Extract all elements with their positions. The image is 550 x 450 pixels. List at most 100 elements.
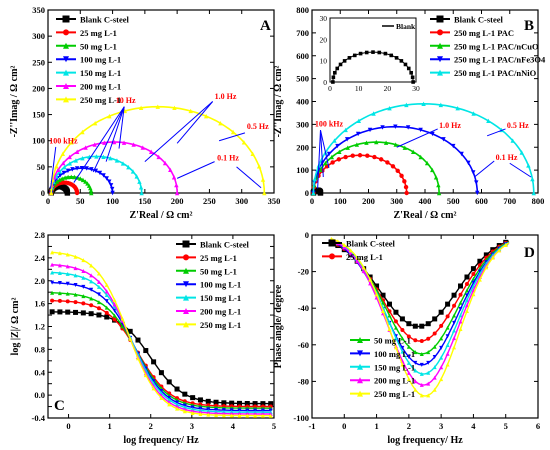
series-line [331, 239, 510, 375]
data-point [121, 140, 127, 145]
data-point [357, 153, 363, 158]
data-point [72, 174, 77, 180]
x-tick-label: 700 [503, 196, 516, 206]
x-tick-label: 0 [46, 196, 50, 206]
series-line [52, 281, 271, 412]
annotation-label: 10 Hz [116, 96, 136, 105]
inset-y-tick-label: 10 [320, 57, 328, 66]
legend-label: 25 mg L-1 [80, 28, 117, 38]
x-tick-label: -1 [308, 421, 315, 431]
data-point [466, 160, 471, 166]
data-point [97, 170, 103, 176]
inset-x-tick-label: 10 [355, 84, 363, 93]
data-point [385, 160, 390, 165]
legend-swatch-marker [183, 321, 189, 328]
data-point [364, 140, 369, 145]
legend-label: 50 mg L-1 [200, 266, 237, 276]
y-tick-label: -0.4 [32, 413, 46, 423]
data-point [311, 190, 316, 196]
data-point [155, 104, 160, 109]
y-tick-label: 400 [296, 97, 309, 107]
legend-label: 200 mg L-1 [80, 82, 121, 92]
y-tick-label: 2.8 [34, 230, 45, 240]
series-line [52, 264, 271, 415]
series-line [331, 238, 510, 397]
data-point [378, 157, 384, 162]
data-point [343, 154, 348, 160]
annotation-arrow [486, 128, 506, 137]
y-tick-label: 350 [32, 5, 45, 15]
inset-legend-label: Blank [396, 22, 416, 31]
data-point [371, 111, 376, 116]
legend-label: 200 mg L-1 [374, 376, 415, 386]
data-point [326, 151, 332, 157]
data-point [64, 190, 71, 196]
data-point [337, 149, 342, 155]
data-point [78, 176, 83, 181]
data-point [83, 179, 88, 184]
data-point [58, 173, 63, 178]
x-tick-label: 800 [532, 196, 545, 206]
legend-label: 150 mg L-1 [374, 362, 415, 372]
data-point [92, 121, 98, 126]
data-point [372, 154, 377, 160]
series-line [331, 239, 510, 386]
data-point [171, 175, 177, 180]
data-point [65, 168, 71, 174]
x-tick-label: 4 [231, 421, 236, 431]
legend-swatch-marker [182, 240, 190, 248]
data-point [402, 145, 408, 150]
annotation-arrow [317, 130, 321, 189]
data-point [421, 101, 426, 106]
annotation-arrow [236, 166, 262, 189]
data-point [70, 167, 75, 172]
legend-label: 250 mg L-1 PAC/nNiO [454, 68, 537, 78]
data-point [436, 182, 441, 188]
y-tick-label: 0 [305, 230, 309, 240]
data-point [459, 151, 464, 157]
annotation-arrow [118, 106, 125, 149]
data-point [268, 413, 273, 418]
y-tick-label: -80 [298, 376, 309, 386]
frequency-annotations: 100 kHz 10 Hz 1.0 Hz 0.5 Hz 0.1 Hz [49, 92, 269, 189]
data-point [354, 142, 360, 147]
annotation-label: 0.5 Hz [247, 122, 269, 131]
panel-a: 0 50 100 150 200 250 300 350 0 50 100 150 200 250 300 3… [9, 5, 280, 221]
legend-swatch-marker [437, 42, 443, 49]
legend-swatch-marker [62, 15, 70, 23]
legend-label: 250 mg L-1 [200, 320, 241, 330]
annotation-label: 0.5 Hz [507, 121, 529, 130]
x-tick-label: 1 [108, 421, 112, 431]
data-point [162, 160, 168, 166]
data-point [433, 175, 439, 180]
x-tick-label: 300 [235, 196, 248, 206]
legend-label: 250 mg L-1 [374, 389, 415, 399]
data-point [74, 190, 80, 196]
data-point [168, 167, 173, 173]
data-point [343, 127, 348, 133]
inset-plot: 0 10 20 30 0 10 20 30 Blank [320, 14, 421, 93]
x-tick-label: 250 [203, 196, 216, 206]
data-point [92, 142, 97, 147]
y-tick-label: 250 [32, 57, 45, 67]
annotation-label: 1.0 Hz [439, 121, 461, 130]
data-point [69, 140, 74, 145]
annotation-arrow [218, 132, 246, 142]
legend-swatch-marker [357, 337, 363, 343]
data-point [80, 129, 85, 135]
data-point [317, 190, 324, 196]
legend-swatch-marker [63, 42, 69, 49]
series-line [52, 251, 271, 417]
data-point [430, 167, 435, 173]
data-point [120, 161, 126, 166]
legend-swatch-marker [183, 294, 189, 301]
y-tick-label: 100 [296, 165, 309, 175]
legend-label: 250 mg L-1 PAC/nCuO [454, 41, 539, 51]
legend-label: 100 mg L-1 [374, 349, 415, 359]
y-tick-label: 200 [296, 142, 309, 152]
y-tick-label: 2.0 [34, 276, 45, 286]
y-tick-label: 200 [32, 83, 45, 93]
data-point [387, 105, 392, 111]
y-tick-label: 150 [32, 110, 45, 120]
data-point [140, 145, 145, 150]
